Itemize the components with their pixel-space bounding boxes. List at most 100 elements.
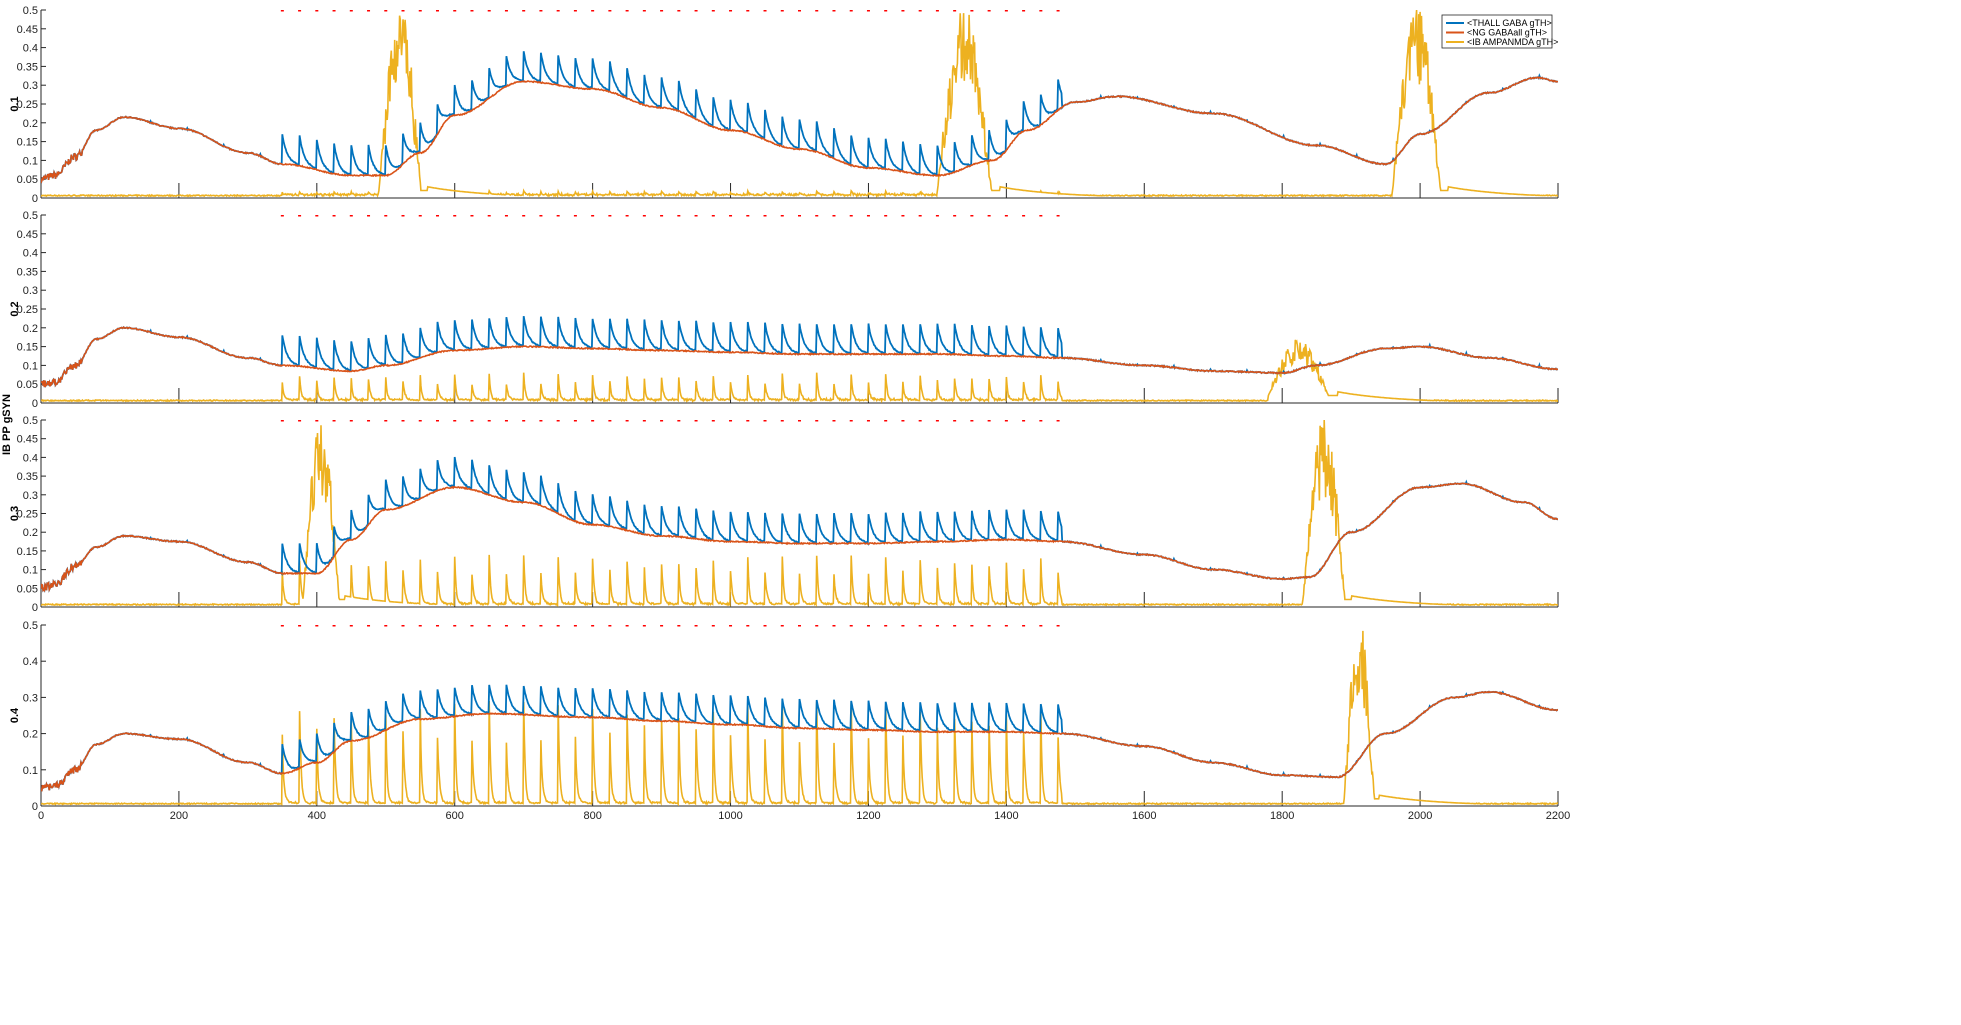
stimulus-marker — [866, 215, 870, 217]
stimulus-marker — [798, 215, 801, 217]
panel-ylabel: 0.4 — [9, 707, 21, 723]
series-ib-ampanmda-line — [41, 339, 1558, 403]
stimulus-marker — [504, 420, 508, 422]
stimulus-marker — [849, 215, 853, 217]
stimulus-marker — [1004, 420, 1008, 422]
series-ib-ampanmda-line — [41, 630, 1558, 806]
series-ng-gabaall-line — [41, 325, 1558, 388]
stimulus-marker — [1039, 420, 1043, 422]
x-tick-label: 1200 — [856, 810, 880, 822]
stimulus-marker — [487, 215, 491, 217]
stimulus-marker — [987, 10, 991, 12]
stimulus-marker — [901, 625, 905, 627]
stimulus-marker — [315, 420, 319, 422]
stimulus-marker — [849, 420, 853, 422]
stimulus-marker — [332, 10, 336, 12]
overall-ylabel: IB PP gSYN — [1, 394, 13, 456]
y-tick-label: 0.3 — [23, 490, 38, 502]
stimulus-marker — [332, 215, 336, 217]
stimulus-marker — [815, 420, 819, 422]
stimulus-marker — [504, 215, 508, 217]
stimulus-marker — [798, 420, 801, 422]
stimulus-marker — [970, 625, 974, 627]
stimulus-marker — [642, 215, 646, 217]
stimulus-marker — [660, 215, 664, 217]
y-tick-label: 0.35 — [17, 266, 38, 278]
stimulus-marker — [573, 625, 577, 627]
stimulus-marker — [642, 420, 646, 422]
stimulus-marker — [901, 420, 905, 422]
legend-entry: <THALL GABA gTH> — [1467, 18, 1552, 28]
stimulus-marker — [918, 10, 922, 12]
y-tick-label: 0.35 — [17, 61, 38, 73]
y-tick-label: 0.1 — [23, 155, 38, 167]
stimulus-marker — [487, 420, 491, 422]
stimulus-marker — [504, 10, 508, 12]
y-tick-label: 0.25 — [17, 304, 38, 316]
stimulus-marker — [987, 420, 991, 422]
panel-ylabel: 0.2 — [9, 301, 21, 316]
y-tick-label: 0.25 — [17, 509, 38, 521]
stimulus-marker — [711, 625, 715, 627]
stimulus-marker — [367, 625, 371, 627]
stimulus-marker — [798, 625, 801, 627]
y-tick-label: 0.45 — [17, 229, 38, 241]
panel-4: 00.10.20.30.40.50.40 200 400 600 800 1000 1200… — [9, 620, 1570, 822]
panel-2: 00.050.10.150.20.250.30.350.40.450.50.2 — [9, 210, 1559, 410]
stimulus-marker — [953, 10, 957, 12]
stimulus-marker — [746, 625, 750, 627]
x-tick-label: 2000 — [1408, 810, 1432, 822]
stimulus-marker — [591, 420, 595, 422]
y-tick-label: 0.4 — [23, 656, 38, 668]
stimulus-marker — [280, 215, 284, 217]
x-tick-label: 1400 — [994, 810, 1018, 822]
stimulus-marker — [608, 215, 612, 217]
stimulus-marker — [556, 10, 560, 12]
stimulus-marker — [349, 10, 353, 12]
y-tick-label: 0.2 — [23, 118, 38, 130]
stimulus-marker — [384, 10, 388, 12]
series-ib-ampanmda-line — [41, 420, 1558, 607]
stimulus-marker — [866, 10, 870, 12]
stimulus-marker — [832, 625, 836, 627]
stimulus-marker — [815, 215, 819, 217]
y-tick-label: 0.3 — [23, 285, 38, 297]
stimulus-marker — [573, 215, 577, 217]
y-tick-label: 0 — [32, 602, 38, 614]
x-tick-label: 1800 — [1270, 810, 1294, 822]
y-tick-label: 0.5 — [23, 620, 38, 632]
stimulus-marker — [298, 420, 302, 422]
series-thall-gaba-line — [41, 316, 1558, 388]
stimulus-marker — [401, 420, 405, 422]
stimulus-marker — [849, 10, 853, 12]
stimulus-marker — [711, 420, 715, 422]
stimulus-marker — [935, 215, 939, 217]
stimulus-marker — [573, 10, 577, 12]
stimulus-marker — [918, 420, 922, 422]
stimulus-marker — [522, 420, 526, 422]
stimulus-marker — [1022, 625, 1026, 627]
stimulus-marker — [918, 215, 922, 217]
stimulus-marker — [625, 420, 629, 422]
x-tick-label: 0 — [38, 810, 44, 822]
stimulus-marker — [694, 215, 698, 217]
stimulus-marker — [349, 420, 353, 422]
y-tick-label: 0.05 — [17, 379, 38, 391]
panel-ylabel: 0.3 — [9, 506, 21, 521]
stimulus-marker — [1039, 10, 1043, 12]
series-ng-gabaall-line — [41, 482, 1558, 593]
y-tick-label: 0.25 — [17, 99, 38, 111]
stimulus-marker — [418, 215, 422, 217]
y-tick-label: 0.3 — [23, 80, 38, 92]
stimulus-marker — [539, 625, 543, 627]
stimulus-marker — [1022, 215, 1026, 217]
stimulus-marker — [556, 215, 560, 217]
stimulus-marker — [746, 215, 750, 217]
stimulus-marker — [677, 215, 681, 217]
stimulus-marker — [384, 215, 388, 217]
y-tick-label: 0.15 — [17, 546, 38, 558]
y-tick-label: 0.1 — [23, 765, 38, 777]
plot-area — [41, 215, 1558, 403]
stimulus-marker — [849, 625, 853, 627]
stimulus-marker — [470, 215, 474, 217]
